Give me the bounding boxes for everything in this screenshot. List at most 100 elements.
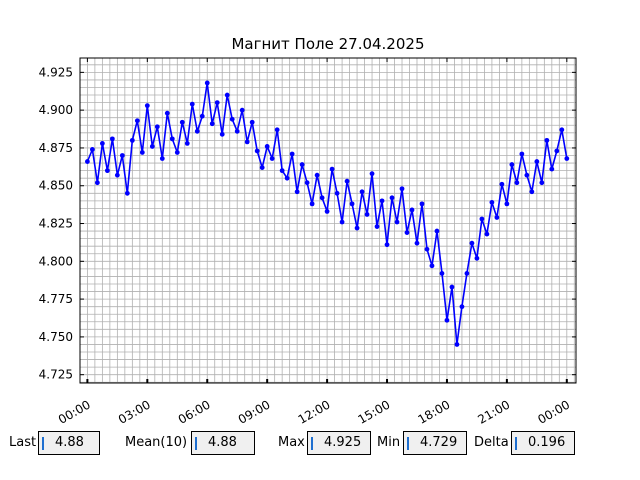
- data-point: [214, 100, 220, 105]
- data-point: [539, 180, 545, 186]
- data-point: [384, 242, 390, 248]
- last-value-field: 4.88: [38, 431, 100, 455]
- data-point: [364, 212, 370, 217]
- data-point: [259, 165, 265, 170]
- data-point: [224, 92, 230, 98]
- data-point: [294, 189, 300, 195]
- y-tick-label: 4.750: [39, 330, 73, 344]
- data-point: [424, 246, 430, 252]
- plot-frame: [79, 57, 577, 384]
- last-value: 4.88: [55, 435, 84, 450]
- y-tick-label: 4.925: [39, 65, 73, 79]
- data-point: [434, 228, 440, 234]
- data-point: [234, 128, 240, 134]
- min-value: 4.729: [420, 435, 458, 450]
- data-point: [409, 207, 415, 213]
- x-tick-label: 00:00: [56, 397, 93, 426]
- x-tick-label: 18:00: [415, 397, 452, 426]
- data-point: [149, 144, 155, 149]
- data-point: [529, 189, 535, 195]
- data-point: [354, 225, 360, 231]
- data-point: [84, 159, 90, 164]
- data-point: [314, 172, 320, 178]
- mean-value-field: 4.88: [191, 431, 255, 455]
- data-point: [549, 166, 555, 172]
- data-point: [564, 156, 570, 161]
- data-point: [359, 189, 365, 195]
- data-point: [439, 271, 445, 276]
- mean-value: 4.88: [208, 435, 237, 450]
- data-point: [99, 141, 105, 146]
- data-point: [289, 151, 295, 157]
- y-tick-label: 4.900: [39, 103, 73, 117]
- data-point: [369, 171, 375, 177]
- y-tick-label: 4.875: [39, 141, 73, 155]
- text-cursor: [407, 437, 409, 450]
- data-point: [429, 263, 435, 269]
- x-tick-label: 06:00: [176, 397, 213, 426]
- x-tick-label: 00:00: [535, 397, 572, 426]
- grid: [80, 58, 576, 383]
- data-point: [454, 342, 460, 347]
- data-point: [134, 118, 140, 124]
- data-point: [89, 147, 95, 152]
- data-point: [174, 150, 180, 155]
- last-label: Last: [9, 435, 37, 450]
- data-point: [554, 148, 560, 154]
- data-point: [459, 304, 465, 310]
- y-tick-label: 4.825: [39, 217, 73, 231]
- data-point: [264, 144, 270, 149]
- data-point: [284, 175, 290, 181]
- data-point: [219, 131, 225, 137]
- x-tick-label: 15:00: [356, 397, 393, 426]
- data-point: [374, 224, 380, 229]
- data-point: [519, 151, 525, 157]
- data-point: [474, 255, 480, 261]
- data-point: [164, 110, 170, 116]
- data-point: [304, 180, 310, 186]
- data-point: [339, 219, 345, 225]
- data-point: [334, 190, 340, 196]
- text-cursor: [311, 437, 313, 450]
- data-point: [319, 195, 325, 201]
- data-point: [124, 190, 130, 196]
- delta-label: Delta: [474, 435, 509, 450]
- text-cursor: [42, 437, 44, 450]
- data-point: [169, 136, 175, 142]
- x-tick-label: 21:00: [475, 397, 512, 426]
- data-point: [484, 231, 490, 237]
- data-point: [449, 284, 455, 290]
- data-point: [389, 195, 395, 201]
- min-value-field: 4.729: [403, 431, 467, 455]
- data-point: [324, 209, 330, 214]
- data-point: [119, 153, 125, 158]
- data-point: [464, 271, 470, 276]
- data-point: [274, 127, 280, 133]
- max-label: Max: [278, 435, 305, 450]
- data-point: [244, 139, 250, 145]
- data-point: [394, 219, 400, 225]
- data-point: [154, 124, 160, 130]
- data-point: [419, 201, 425, 207]
- data-point: [509, 162, 515, 167]
- magnetic-field-chart: Магнит Поле 27.04.2025 4.7254.7504.7754.…: [39, 35, 577, 427]
- text-cursor: [515, 437, 517, 450]
- mean-label: Mean(10): [125, 435, 188, 450]
- data-point: [414, 240, 420, 246]
- x-tick-label: 09:00: [236, 397, 273, 426]
- data-point: [254, 148, 260, 154]
- data-point: [404, 230, 410, 235]
- data-point: [114, 172, 120, 178]
- data-point: [469, 240, 475, 246]
- max-value-field: 4.925: [307, 431, 371, 455]
- data-point: [379, 198, 385, 204]
- data-point: [209, 121, 215, 127]
- data-point: [329, 166, 335, 172]
- data-point: [189, 101, 195, 107]
- data-point: [514, 180, 520, 186]
- data-point: [479, 216, 485, 222]
- data-point: [199, 113, 205, 119]
- delta-value-field: 0.196: [511, 431, 575, 455]
- data-series: [84, 80, 570, 347]
- y-tick-label: 4.725: [39, 368, 73, 382]
